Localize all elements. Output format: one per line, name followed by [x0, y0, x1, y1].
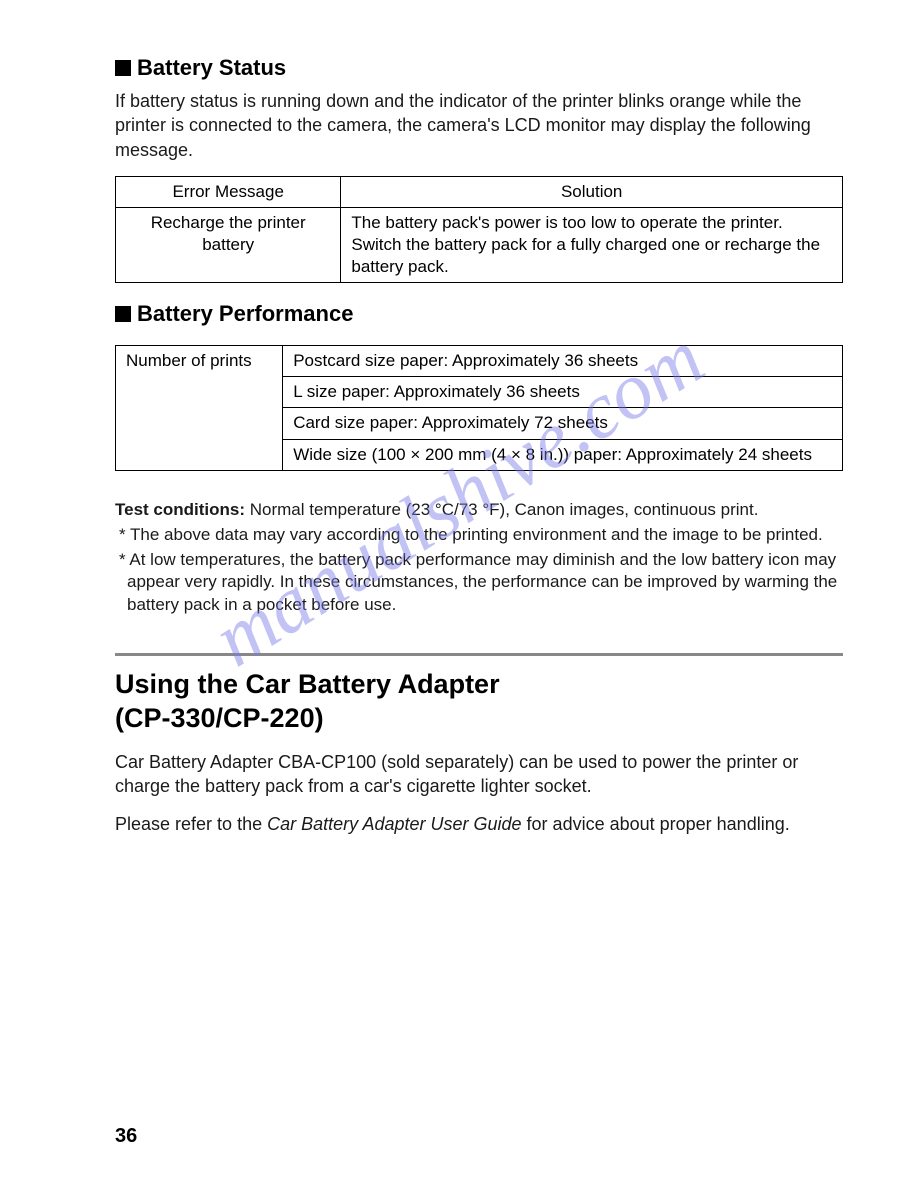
heading-text: Battery Performance: [137, 301, 353, 327]
table-row-header: Number of prints: [116, 346, 283, 470]
square-bullet-icon: [115, 306, 131, 322]
car-battery-para-2: Please refer to the Car Battery Adapter …: [115, 812, 843, 836]
para2-post: for advice about proper handling.: [522, 814, 790, 834]
test-conditions-value: Normal temperature (23 °C/73 °F), Canon …: [245, 500, 758, 519]
heading-line-1: Using the Car Battery Adapter: [115, 669, 500, 699]
table-header-row: Error Message Solution: [116, 176, 843, 207]
battery-status-heading: Battery Status: [115, 55, 843, 81]
table-header-cell: Solution: [341, 176, 843, 207]
para2-pre: Please refer to the: [115, 814, 267, 834]
heading-text: Battery Status: [137, 55, 286, 81]
heading-line-2: (CP-330/CP-220): [115, 703, 324, 733]
square-bullet-icon: [115, 60, 131, 76]
error-message-table: Error Message Solution Recharge the prin…: [115, 176, 843, 283]
footnote-1: * The above data may vary according to t…: [115, 524, 843, 547]
footnote-2: * At low temperatures, the battery pack …: [115, 549, 843, 618]
test-conditions-note: Test conditions: Normal temperature (23 …: [115, 499, 843, 522]
table-row: Number of prints Postcard size paper: Ap…: [116, 346, 843, 377]
test-conditions-label: Test conditions:: [115, 500, 245, 519]
table-row: Recharge the printer battery The battery…: [116, 207, 843, 282]
para2-italic: Car Battery Adapter User Guide: [267, 814, 521, 834]
battery-status-intro: If battery status is running down and th…: [115, 89, 843, 162]
table-cell: Wide size (100 × 200 mm (4 × 8 in.)) pap…: [283, 439, 843, 470]
battery-performance-heading: Battery Performance: [115, 301, 843, 327]
table-cell: Card size paper: Approximately 72 sheets: [283, 408, 843, 439]
section-divider: [115, 653, 843, 656]
table-cell: Postcard size paper: Approximately 36 sh…: [283, 346, 843, 377]
car-battery-adapter-heading: Using the Car Battery Adapter (CP-330/CP…: [115, 668, 843, 736]
table-cell: L size paper: Approximately 36 sheets: [283, 377, 843, 408]
page-number: 36: [115, 1125, 137, 1148]
table-cell: Recharge the printer battery: [116, 207, 341, 282]
car-battery-para-1: Car Battery Adapter CBA-CP100 (sold sepa…: [115, 750, 843, 799]
table-header-cell: Error Message: [116, 176, 341, 207]
table-cell: The battery pack's power is too low to o…: [341, 207, 843, 282]
performance-table: Number of prints Postcard size paper: Ap…: [115, 345, 843, 470]
